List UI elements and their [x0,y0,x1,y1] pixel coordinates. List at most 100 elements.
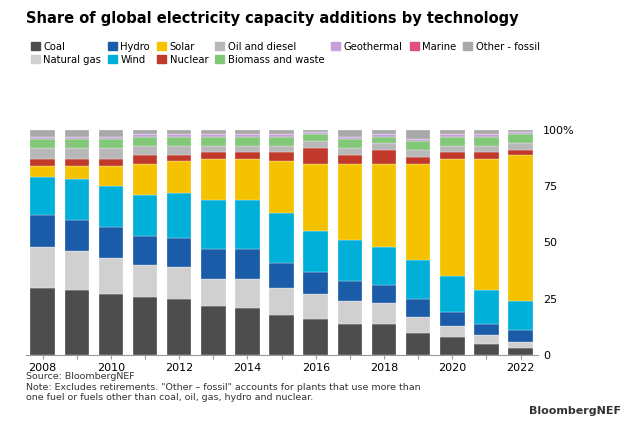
Bar [303,132,328,134]
Bar [508,134,533,143]
Bar [337,137,362,139]
Bar [167,155,191,162]
Bar [65,252,89,290]
Bar [167,238,191,267]
Bar [269,162,294,213]
Bar [167,267,191,299]
Bar [474,335,499,344]
Bar [65,220,89,252]
Bar [132,265,157,297]
Bar [337,139,362,148]
Bar [30,137,55,139]
Bar [235,249,260,278]
Bar [65,166,89,179]
Bar [440,134,465,137]
Bar [337,130,362,137]
Bar [201,130,226,134]
Bar [99,166,124,186]
Bar [337,148,362,155]
Text: Share of global electricity capacity additions by technology: Share of global electricity capacity add… [26,11,518,26]
Bar [65,130,89,137]
Bar [372,285,396,303]
Bar [474,137,499,145]
Bar [167,145,191,155]
Bar [269,130,294,134]
Text: Source: BloombergNEF
Note: Excludes retirements. "Other – fossil" accounts for p: Source: BloombergNEF Note: Excludes reti… [26,372,420,402]
Bar [269,314,294,355]
Bar [167,130,191,134]
Bar [99,139,124,148]
Bar [99,294,124,355]
Bar [372,323,396,355]
Bar [30,130,55,137]
Bar [65,139,89,148]
Bar [235,278,260,308]
Bar [303,148,328,164]
Bar [132,137,157,145]
Bar [65,290,89,355]
Bar [30,159,55,166]
Bar [201,249,226,278]
Bar [132,195,157,236]
Bar [99,227,124,258]
Bar [65,159,89,166]
Bar [372,303,396,323]
Bar [337,240,362,281]
Bar [269,145,294,152]
Bar [406,157,431,164]
Bar [99,258,124,294]
Bar [303,141,328,148]
Bar [337,323,362,355]
Bar [99,148,124,159]
Bar [508,342,533,348]
Bar [508,330,533,342]
Bar [440,312,465,326]
Bar [167,193,191,238]
Bar [235,145,260,152]
Bar [30,166,55,177]
Bar [167,137,191,145]
Bar [30,247,55,288]
Bar [372,150,396,164]
Bar [235,134,260,137]
Bar [269,213,294,263]
Bar [406,299,431,317]
Bar [508,348,533,355]
Text: BloombergNEF: BloombergNEF [529,406,621,416]
Bar [406,317,431,333]
Bar [201,200,226,249]
Bar [440,152,465,159]
Bar [372,164,396,247]
Bar [30,177,55,216]
Bar [235,137,260,145]
Bar [406,141,431,150]
Bar [440,276,465,312]
Bar [303,231,328,272]
Bar [337,281,362,301]
Bar [337,301,362,323]
Bar [99,159,124,166]
Bar [235,200,260,249]
Bar [201,134,226,137]
Bar [30,288,55,355]
Bar [508,150,533,155]
Bar [508,301,533,330]
Bar [30,148,55,159]
Bar [303,319,328,355]
Bar [167,162,191,193]
Bar [167,134,191,137]
Bar [474,344,499,355]
Bar [474,290,499,323]
Bar [99,186,124,227]
Bar [201,278,226,306]
Bar [303,134,328,141]
Bar [474,134,499,137]
Bar [269,288,294,314]
Bar [235,159,260,200]
Bar [372,247,396,285]
Bar [167,299,191,355]
Bar [132,145,157,155]
Bar [99,130,124,137]
Bar [269,137,294,145]
Bar [132,297,157,355]
